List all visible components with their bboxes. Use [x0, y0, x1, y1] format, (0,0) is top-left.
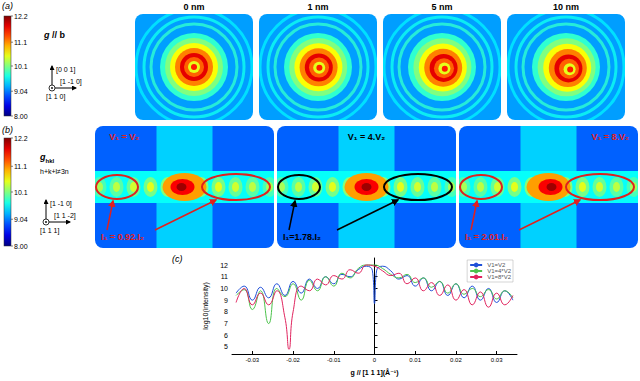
- svg-text:V1=4*V2: V1=4*V2: [487, 268, 511, 274]
- svg-text:V₁ = V₂: V₁ = V₂: [109, 132, 139, 142]
- svg-text:(b): (b): [2, 125, 13, 135]
- svg-text:[1 1 -2]: [1 1 -2]: [54, 212, 76, 220]
- svg-text:log10(intensity): log10(intensity): [202, 282, 210, 329]
- svg-text:10.1: 10.1: [14, 63, 28, 70]
- svg-text:7: 7: [224, 320, 228, 327]
- svg-text:12: 12: [220, 262, 228, 269]
- svg-text:9: 9: [224, 297, 228, 304]
- svg-text:[1 1 1]: [1 1 1]: [40, 227, 60, 235]
- svg-text:V₁ = 4.V₂: V₁ = 4.V₂: [348, 132, 386, 142]
- svg-text:0.02: 0.02: [450, 357, 462, 363]
- svg-text:(a): (a): [2, 1, 13, 11]
- svg-text:I₁=1.78.I₂: I₁=1.78.I₂: [283, 232, 321, 242]
- svg-text:6: 6: [224, 332, 228, 339]
- svg-text:0 nm: 0 nm: [183, 2, 204, 12]
- svg-text:9.04: 9.04: [14, 216, 28, 223]
- svg-text:I₁ = 0.92.I₂: I₁ = 0.92.I₂: [101, 232, 144, 242]
- svg-text:0.03: 0.03: [491, 357, 503, 363]
- svg-text:[0 0 1]: [0 0 1]: [56, 66, 76, 74]
- svg-text:10 nm: 10 nm: [553, 2, 579, 12]
- svg-text:-0.01: -0.01: [327, 357, 341, 363]
- svg-text:-0.03: -0.03: [246, 357, 260, 363]
- svg-text:8.00: 8.00: [14, 113, 28, 120]
- svg-text:11: 11: [221, 273, 228, 280]
- svg-text:5: 5: [224, 343, 228, 350]
- svg-text:12.2: 12.2: [14, 135, 28, 142]
- svg-text:-0.02: -0.02: [286, 357, 300, 363]
- svg-text:9.04: 9.04: [14, 88, 28, 95]
- svg-text:11.1: 11.1: [14, 39, 27, 46]
- svg-text:g // b: g // b: [43, 30, 66, 40]
- svg-text:11.1: 11.1: [14, 163, 27, 170]
- svg-text:V1=8*V2: V1=8*V2: [487, 274, 512, 280]
- svg-text:0.01: 0.01: [409, 357, 421, 363]
- svg-text:I₁ = 2.01.I₂: I₁ = 2.01.I₂: [465, 232, 508, 242]
- svg-text:1 nm: 1 nm: [307, 2, 328, 12]
- svg-text:[1 -1 0]: [1 -1 0]: [50, 200, 72, 208]
- svg-text:g // [1 1 1](Å⁻¹): g // [1 1 1](Å⁻¹): [350, 368, 398, 377]
- svg-text:12.2: 12.2: [14, 13, 28, 20]
- svg-text:10: 10: [220, 285, 228, 292]
- svg-text:8: 8: [224, 308, 228, 315]
- svg-text:5 nm: 5 nm: [431, 2, 452, 12]
- svg-text:ghkl: ghkl: [39, 152, 55, 164]
- svg-text:[1 1 0]: [1 1 0]: [46, 93, 66, 101]
- svg-text:8.00: 8.00: [14, 243, 28, 250]
- svg-text:[1 -1 0]: [1 -1 0]: [60, 78, 82, 86]
- svg-text:h+k+l≠3n: h+k+l≠3n: [40, 168, 69, 175]
- svg-text:10.1: 10.1: [14, 189, 28, 196]
- svg-text:0: 0: [373, 357, 377, 363]
- svg-text:(c): (c): [172, 254, 183, 264]
- svg-text:V1=V2: V1=V2: [487, 262, 506, 268]
- svg-text:V₁ = 8.V₂: V₁ = 8.V₂: [592, 132, 630, 142]
